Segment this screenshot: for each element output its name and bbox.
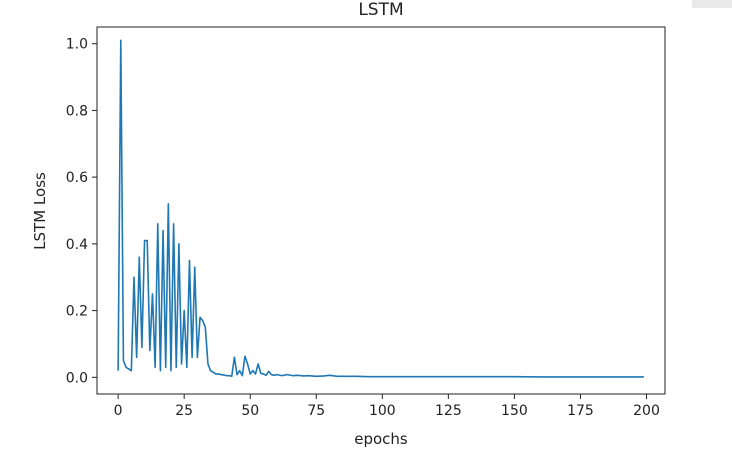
series-layer xyxy=(117,39,644,378)
y-tick-label: 0.4 xyxy=(66,237,88,253)
loss-series-line xyxy=(117,39,644,378)
y-tick-label: 0.6 xyxy=(66,170,88,186)
x-tick-label: 175 xyxy=(567,403,594,419)
x-axis-label: epochs xyxy=(354,430,408,448)
x-axis: 0 25 50 75 100 125 150 175 200 xyxy=(114,394,660,419)
y-tick-label: 1.0 xyxy=(66,37,88,53)
x-tick-label: 25 xyxy=(175,403,193,419)
x-tick-label: 200 xyxy=(633,403,660,419)
x-tick-label: 150 xyxy=(501,403,528,419)
y-axis-label: LSTM Loss xyxy=(31,172,49,250)
x-tick-label: 50 xyxy=(241,403,259,419)
window-corner-strip xyxy=(692,0,732,8)
x-tick-label: 0 xyxy=(114,403,123,419)
plot-area-frame xyxy=(96,26,666,395)
x-tick-label: 75 xyxy=(307,403,325,419)
x-tick-label: 125 xyxy=(435,403,462,419)
y-tick-label: 0.0 xyxy=(66,370,88,386)
y-tick-label: 0.8 xyxy=(66,103,88,119)
y-axis: 0.0 0.2 0.4 0.6 0.8 1.0 xyxy=(66,37,97,386)
x-tick-label: 100 xyxy=(369,403,396,419)
chart-title: LSTM xyxy=(358,0,403,20)
y-tick-label: 0.2 xyxy=(66,304,88,320)
